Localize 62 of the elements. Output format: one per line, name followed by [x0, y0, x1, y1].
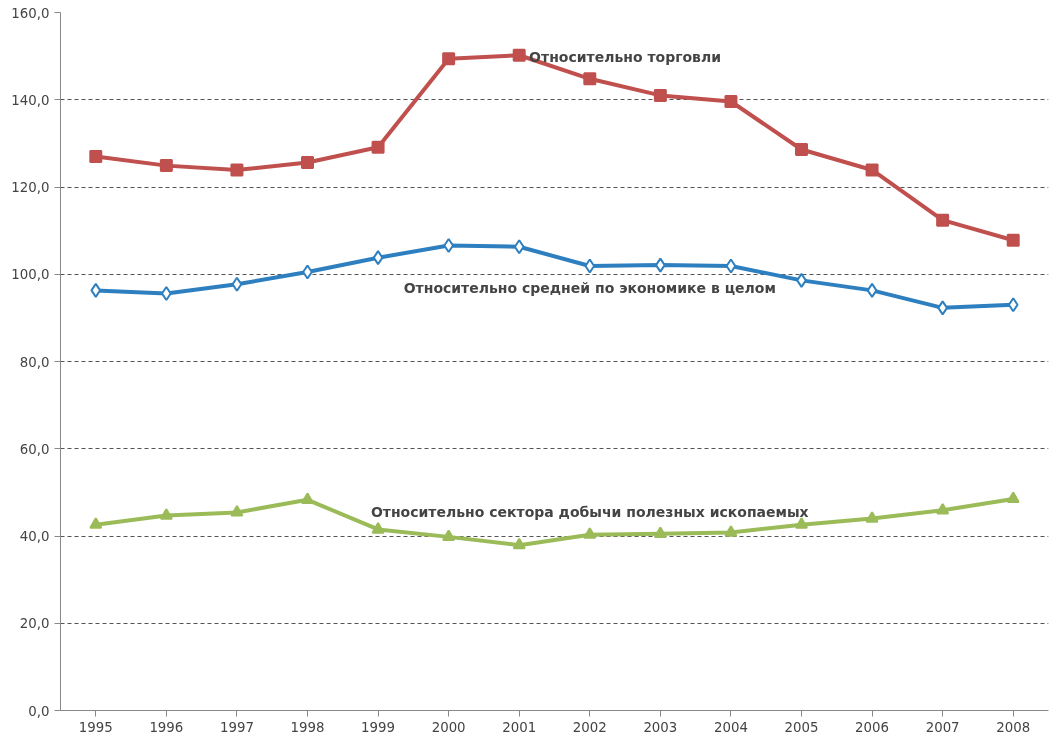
point — [371, 522, 385, 534]
point — [1006, 233, 1020, 247]
y-tick-label: 80,0 — [19, 354, 50, 370]
point — [159, 159, 173, 173]
x-tick-label: 2005 — [784, 719, 819, 735]
x-tick-label: 2006 — [855, 719, 890, 735]
x-tick-label: 1999 — [361, 719, 396, 735]
point — [231, 276, 243, 292]
x-tick-label: 2007 — [925, 719, 960, 735]
x-tick-label: 2003 — [643, 719, 678, 735]
point — [89, 149, 103, 163]
x-tick-label: 2000 — [431, 719, 466, 735]
x-tick-label: 2008 — [996, 719, 1031, 735]
x-tick-label: 2001 — [502, 719, 537, 735]
y-tick-label: 40,0 — [19, 529, 50, 544]
x-tick-label: 1998 — [290, 719, 325, 735]
point — [936, 213, 950, 227]
y-tick-label: 0,0 — [28, 703, 50, 719]
x-tick-label: 1996 — [149, 719, 184, 735]
point — [725, 258, 737, 274]
series-label: Относительно сектора добычи полезных ископаемых — [370, 503, 809, 520]
y-tick-label: 20,0 — [19, 616, 50, 632]
point — [512, 537, 526, 550]
series-label: Относительно средней по экономике в целом — [403, 279, 776, 296]
point — [584, 258, 596, 274]
y-tick-label: 160,0 — [11, 5, 50, 21]
y-tick-label: 100,0 — [11, 267, 50, 283]
point — [442, 52, 456, 66]
point — [795, 142, 808, 156]
point — [230, 163, 244, 177]
point — [513, 239, 525, 255]
y-tick-label: 140,0 — [11, 92, 50, 108]
x-tick-label: 2004 — [713, 719, 748, 735]
x-tick-label: 2002 — [572, 719, 607, 735]
point — [371, 140, 385, 154]
point — [301, 156, 314, 170]
series-label: Относительно торговли — [529, 48, 722, 65]
point — [442, 529, 456, 542]
point — [653, 88, 667, 102]
point — [512, 48, 526, 62]
point — [724, 525, 738, 537]
point — [1006, 491, 1020, 504]
point — [90, 282, 102, 298]
point — [1007, 297, 1019, 313]
point — [583, 527, 597, 539]
point — [159, 508, 173, 520]
point — [724, 95, 738, 108]
point — [230, 505, 244, 517]
point — [653, 526, 667, 538]
point — [866, 282, 878, 298]
point — [795, 517, 808, 529]
point — [89, 517, 103, 529]
x-tick-label: 1995 — [78, 719, 113, 735]
y-tick-label: 60,0 — [19, 441, 50, 457]
y-tick-label: 120,0 — [11, 180, 50, 195]
point — [865, 163, 879, 177]
point — [936, 502, 950, 515]
point — [865, 511, 879, 523]
x-tick-label: 1997 — [219, 719, 254, 735]
point — [372, 250, 384, 266]
point — [301, 492, 314, 504]
point — [583, 72, 597, 86]
